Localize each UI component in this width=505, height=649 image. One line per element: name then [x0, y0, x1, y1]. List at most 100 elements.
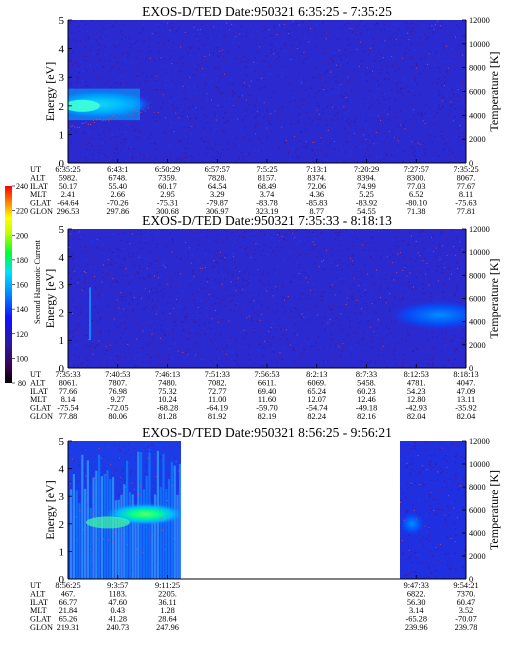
y-tick-label: 5	[59, 15, 65, 27]
heatmap-cell	[167, 333, 170, 335]
heatmap-cell	[123, 275, 125, 277]
heatmap-cell	[348, 296, 350, 298]
temperature-point	[88, 339, 90, 341]
heatmap-cell	[295, 38, 297, 41]
heatmap-cell	[110, 119, 112, 122]
heatmap-cell	[270, 44, 273, 46]
heatmap-cell	[86, 360, 89, 362]
heatmap-cell	[150, 143, 152, 145]
heatmap-cell	[441, 290, 444, 293]
heatmap-cell	[99, 564, 102, 567]
heatmap-cell	[236, 137, 238, 139]
heatmap-cell	[433, 108, 436, 110]
heatmap-cell	[324, 328, 326, 331]
heatmap-cell	[393, 230, 395, 232]
heatmap-cell	[176, 256, 178, 258]
heatmap-cell	[178, 229, 180, 232]
heatmap-cell	[440, 108, 442, 110]
heatmap-cell	[408, 363, 410, 366]
temperature-point	[351, 28, 353, 30]
heatmap-cell	[345, 84, 347, 86]
heatmap-cell	[282, 329, 285, 331]
heatmap-cell	[118, 357, 121, 360]
heatmap-cell	[101, 31, 103, 33]
heatmap-cell	[300, 119, 302, 122]
heatmap-cell	[335, 272, 338, 274]
heatmap-cell	[304, 253, 307, 255]
heatmap-cell	[422, 54, 424, 56]
heatmap-cell	[78, 64, 80, 67]
heatmap-cell	[345, 25, 347, 28]
heatmap-cell	[394, 155, 396, 157]
heatmap-cell	[332, 119, 334, 121]
heatmap-cell	[389, 363, 392, 366]
heatmap-cell	[389, 285, 392, 288]
heatmap-cell	[369, 114, 372, 117]
heatmap-cell	[170, 153, 172, 156]
heatmap-cell	[272, 323, 275, 325]
temperature-point	[122, 531, 125, 533]
heatmap-cell	[235, 284, 238, 287]
heatmap-cell	[321, 86, 323, 88]
heatmap-cell	[411, 101, 413, 104]
heatmap-cell	[68, 564, 70, 566]
table-cell: 4047.	[457, 378, 476, 387]
heatmap-cell	[366, 80, 369, 82]
heatmap-cell	[256, 30, 258, 32]
table-row-label: GLAT	[30, 199, 51, 208]
heatmap-cell	[446, 72, 448, 74]
heatmap-cell	[86, 71, 89, 73]
heatmap-cell	[213, 286, 215, 289]
heatmap-cell	[283, 296, 285, 298]
heatmap-cell	[234, 338, 237, 341]
heatmap-cell	[180, 61, 183, 63]
heatmap-cell	[393, 32, 395, 35]
heatmap-cell	[159, 441, 161, 443]
heatmap-cell	[127, 56, 129, 59]
heatmap-cell	[438, 67, 441, 69]
heatmap-cell	[403, 57, 405, 59]
heatmap-cell	[203, 136, 206, 138]
heatmap-cell	[448, 154, 451, 156]
heatmap-cell	[196, 26, 198, 28]
heatmap-cell	[90, 342, 92, 345]
heatmap-cell	[186, 86, 189, 89]
temperature-point	[281, 126, 283, 128]
heatmap-cell	[369, 315, 371, 317]
heatmap-cell	[227, 271, 229, 274]
heatmap-cell	[263, 78, 265, 80]
heatmap-cell	[96, 302, 98, 304]
heatmap-cell	[81, 449, 84, 451]
heatmap-cell	[262, 249, 265, 252]
heatmap-cell	[218, 51, 221, 54]
heatmap-cell	[439, 508, 441, 510]
heatmap-cell	[455, 285, 458, 288]
heatmap-cell	[161, 530, 163, 533]
heatmap-cell	[110, 20, 112, 22]
heatmap-cell	[147, 92, 149, 95]
heatmap-cell	[121, 299, 123, 301]
temperature-point	[191, 125, 193, 127]
heatmap-cell	[189, 332, 192, 334]
heatmap-cell	[348, 297, 351, 300]
heatmap-cell	[322, 112, 325, 115]
heatmap-cell	[423, 235, 425, 237]
heatmap-cell	[221, 239, 223, 241]
heatmap-cell	[134, 481, 136, 484]
heatmap-cell	[213, 52, 215, 54]
heatmap-cell	[405, 466, 407, 469]
heatmap-cell	[421, 231, 424, 233]
heatmap-cell	[317, 76, 319, 78]
heatmap-cell	[162, 89, 165, 91]
heatmap-cell	[428, 137, 431, 140]
heatmap-cell	[220, 271, 223, 274]
heatmap-cell	[312, 244, 315, 247]
heatmap-cell	[379, 64, 381, 67]
heatmap-cell	[105, 295, 107, 298]
heatmap-cell	[303, 252, 305, 254]
heatmap-cell	[128, 282, 131, 284]
heatmap-cell	[388, 109, 390, 111]
heatmap-cell	[157, 446, 159, 448]
heatmap-cell	[443, 291, 445, 293]
heatmap-cell	[397, 149, 399, 151]
